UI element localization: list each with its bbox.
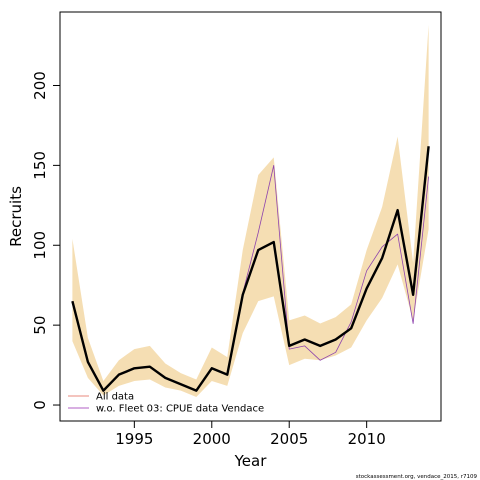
y-axis: 0 50 100 150 200 <box>31 71 60 410</box>
x-tick-label-2005: 2005 <box>270 430 308 448</box>
confidence-band <box>72 24 429 398</box>
footer-credit: stockassessment.org, vendace_2015, r7109 <box>356 474 478 480</box>
y-tick-label-50: 50 <box>31 316 49 335</box>
x-tick-label-2010: 2010 <box>348 430 386 448</box>
x-tick-label-2000: 2000 <box>193 430 231 448</box>
legend-label-all-data: All data <box>96 392 134 403</box>
plot-frame <box>59 11 442 422</box>
confidence-band-layer <box>72 24 429 398</box>
y-tick-label-200: 200 <box>31 71 49 100</box>
x-axis: 1995 2000 2005 2010 <box>115 421 386 448</box>
legend: All data w.o. Fleet 03: CPUE data Vendac… <box>68 392 264 415</box>
x-axis-label: Year <box>234 452 268 470</box>
y-tick-label-150: 150 <box>31 151 49 180</box>
series-layer <box>71 146 430 392</box>
y-tick-label-0: 0 <box>31 400 49 410</box>
y-axis-label: Recruits <box>7 186 25 247</box>
legend-label-wo-fleet-03: w.o. Fleet 03: CPUE data Vendace <box>96 404 264 415</box>
y-tick-label-100: 100 <box>31 231 49 260</box>
x-tick-label-1995: 1995 <box>115 430 153 448</box>
series-line-all-data <box>71 146 430 392</box>
